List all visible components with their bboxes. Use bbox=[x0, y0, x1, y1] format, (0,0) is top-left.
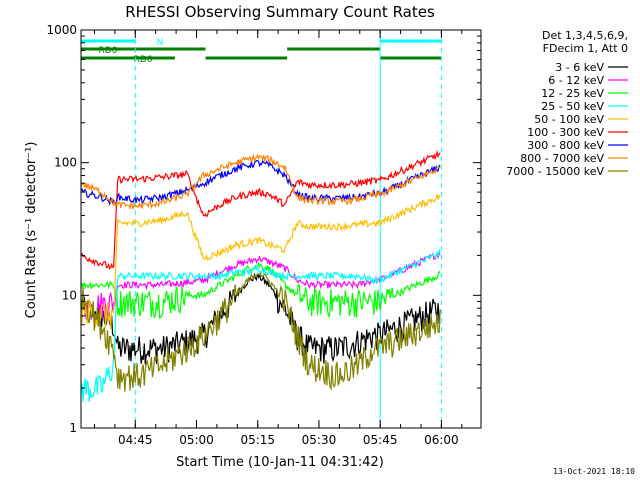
legend-header-line-1: Det 1,3,4,5,6,9, bbox=[542, 29, 628, 42]
series-line-7 bbox=[80, 153, 441, 211]
x-tick-label-0: 04:45 bbox=[118, 433, 153, 447]
y-tick-label-3: 1000 bbox=[46, 23, 77, 37]
chart-title: RHESSI Observing Summary Count Rates bbox=[125, 3, 435, 21]
series-line-3 bbox=[80, 248, 441, 402]
mode-label-rd6: RD6 bbox=[134, 55, 153, 65]
legend-label-8: 7000 - 15000 keV bbox=[506, 165, 604, 178]
series-line-2 bbox=[80, 261, 441, 320]
x-tick-label-4: 05:45 bbox=[363, 433, 398, 447]
legend-label-6: 300 - 800 keV bbox=[527, 139, 604, 152]
legend-label-0: 3 - 6 keV bbox=[555, 61, 604, 74]
y-tick-label-1: 10 bbox=[62, 288, 77, 302]
x-axis-label: Start Time (10-Jan-11 04:31:42) bbox=[176, 455, 384, 470]
legend-label-7: 800 - 7000 keV bbox=[520, 152, 604, 165]
legend-label-3: 25 - 50 keV bbox=[541, 100, 604, 113]
y-tick-label-2: 100 bbox=[54, 156, 77, 170]
series-line-8 bbox=[80, 272, 441, 392]
legend-label-5: 100 - 300 keV bbox=[527, 126, 604, 139]
legend: Det 1,3,4,5,6,9, FDecim 1, Att 0 3 - 6 k… bbox=[506, 29, 628, 178]
mode-label-rd0: RD0 bbox=[99, 46, 118, 56]
legend-label-1: 6 - 12 keV bbox=[548, 74, 604, 87]
legend-label-4: 50 - 100 keV bbox=[534, 113, 604, 126]
plot-frame bbox=[80, 29, 482, 429]
mode-label-n: N bbox=[157, 38, 164, 48]
axis-labels: 04:45 05:00 05:15 05:30 05:45 06:00 1 10 100 1000 bbox=[46, 23, 458, 447]
x-tick-label-2: 05:15 bbox=[240, 433, 275, 447]
series-line-0 bbox=[80, 272, 441, 365]
legend-header-line-2: FDecim 1, Att 0 bbox=[543, 42, 628, 55]
y-axis-label: Count Rate (s⁻¹ detector⁻¹) bbox=[24, 142, 39, 319]
transition-lines bbox=[134, 30, 442, 428]
y-tick-label-0: 1 bbox=[69, 421, 77, 435]
series-lines bbox=[80, 149, 441, 402]
axis-ticks bbox=[81, 29, 481, 429]
footer-date: 13-Oct-2021 18:10 bbox=[553, 467, 635, 476]
mode-bars: N RD0 RD6 bbox=[81, 38, 442, 65]
legend-label-2: 12 - 25 keV bbox=[541, 87, 604, 100]
x-tick-label-3: 05:30 bbox=[302, 433, 337, 447]
series-line-4 bbox=[80, 192, 441, 330]
series-line-5 bbox=[80, 149, 441, 270]
x-tick-label-5: 06:00 bbox=[424, 433, 459, 447]
x-tick-label-1: 05:00 bbox=[179, 433, 214, 447]
